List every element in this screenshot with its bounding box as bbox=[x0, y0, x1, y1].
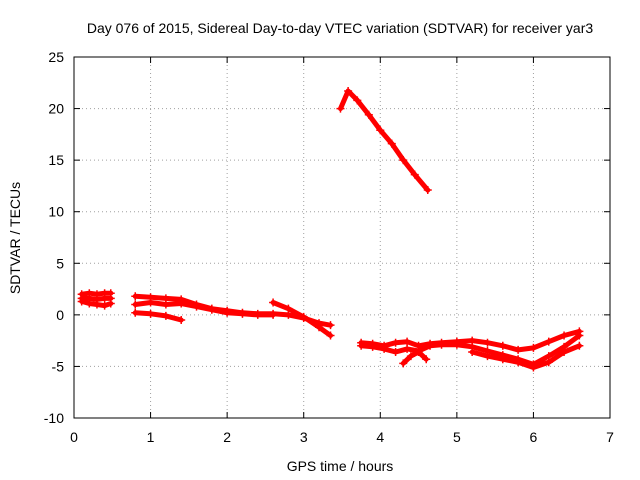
data-point bbox=[326, 321, 335, 330]
x-tick-label: 3 bbox=[300, 429, 308, 445]
y-tick-label: 25 bbox=[48, 49, 64, 65]
data-point bbox=[468, 347, 477, 356]
data-point bbox=[177, 316, 186, 325]
data-point bbox=[100, 301, 109, 310]
data-point bbox=[77, 294, 86, 303]
data-point bbox=[357, 341, 366, 350]
series-line bbox=[132, 310, 184, 323]
data-point bbox=[403, 344, 412, 353]
data-point bbox=[387, 139, 396, 148]
data-point bbox=[368, 342, 377, 351]
data-point bbox=[238, 309, 247, 318]
y-tick-label: -5 bbox=[52, 358, 65, 374]
data-point bbox=[399, 156, 408, 165]
data-point bbox=[207, 305, 216, 314]
data-point bbox=[299, 312, 308, 321]
data-point bbox=[575, 331, 584, 340]
chart-title: Day 076 of 2015, Sidereal Day-to-day VTE… bbox=[87, 20, 593, 36]
series-arc-2d bbox=[269, 298, 335, 340]
data-point bbox=[483, 352, 492, 361]
x-axis-title: GPS time / hours bbox=[287, 458, 394, 474]
y-tick-label: 0 bbox=[56, 307, 64, 323]
y-tick-label: 10 bbox=[48, 204, 64, 220]
x-tick-label: 7 bbox=[606, 429, 614, 445]
data-point bbox=[544, 358, 553, 367]
y-axis-title: SDTVAR / TECUs bbox=[7, 182, 23, 294]
data-point bbox=[391, 347, 400, 356]
data-point bbox=[131, 292, 140, 301]
x-tick-label: 5 bbox=[453, 429, 461, 445]
data-point bbox=[146, 298, 155, 307]
data-point bbox=[253, 310, 262, 319]
data-point bbox=[92, 295, 101, 304]
data-point bbox=[106, 294, 115, 303]
data-point bbox=[161, 311, 170, 320]
data-point bbox=[161, 300, 170, 309]
data-point bbox=[380, 344, 389, 353]
data-point bbox=[560, 331, 569, 340]
data-point bbox=[223, 308, 232, 317]
x-tick-label: 1 bbox=[147, 429, 155, 445]
series-arc-1c bbox=[77, 294, 115, 304]
data-point bbox=[575, 341, 584, 350]
data-point bbox=[399, 359, 408, 368]
data-point bbox=[483, 338, 492, 347]
data-point bbox=[344, 87, 353, 96]
plot-frame bbox=[73, 56, 611, 419]
data-point bbox=[423, 186, 432, 195]
data-point bbox=[560, 347, 569, 356]
y-tick-label: 20 bbox=[48, 101, 64, 117]
series-arc-3 bbox=[336, 87, 432, 195]
y-tick-label: 5 bbox=[56, 255, 64, 271]
data-point bbox=[544, 337, 553, 346]
data-point bbox=[529, 363, 538, 372]
data-point bbox=[498, 341, 507, 350]
x-tick-label: 4 bbox=[376, 429, 384, 445]
data-point bbox=[376, 126, 385, 135]
x-tick-label: 0 bbox=[70, 429, 78, 445]
x-tick-label: 6 bbox=[530, 429, 538, 445]
data-point bbox=[514, 358, 523, 367]
data-point bbox=[414, 347, 423, 356]
y-tick-label: 15 bbox=[48, 152, 64, 168]
data-point bbox=[498, 355, 507, 364]
x-tick-label: 2 bbox=[223, 429, 231, 445]
series-arc-2c bbox=[131, 308, 186, 325]
data-point bbox=[85, 294, 94, 303]
series-arc-4d bbox=[468, 341, 584, 372]
data-point bbox=[284, 304, 293, 313]
data-point bbox=[326, 331, 335, 340]
data-point bbox=[529, 343, 538, 352]
series-arc-4c bbox=[399, 347, 431, 368]
series-arc-2b bbox=[131, 298, 278, 319]
data-point bbox=[353, 96, 362, 105]
data-point bbox=[336, 104, 345, 113]
data-point bbox=[146, 309, 155, 318]
data-point bbox=[406, 352, 415, 361]
data-point bbox=[514, 345, 523, 354]
data-point bbox=[403, 337, 412, 346]
y-tick-label: -10 bbox=[44, 410, 64, 426]
data-point bbox=[192, 302, 201, 311]
data-point bbox=[452, 340, 461, 349]
data-point bbox=[315, 323, 324, 332]
data-point bbox=[410, 170, 419, 179]
series-line bbox=[132, 300, 276, 318]
data-point bbox=[391, 338, 400, 347]
data-point bbox=[269, 310, 278, 319]
data-point bbox=[437, 340, 446, 349]
data-point bbox=[131, 308, 140, 317]
data-point bbox=[269, 298, 278, 307]
axis-ticks: 0 1 2 3 4 5 6 7 -10 -5 0 5 10 15 20 25 bbox=[44, 49, 614, 445]
data-point bbox=[422, 355, 431, 364]
series-line bbox=[400, 349, 429, 366]
data-point bbox=[177, 299, 186, 308]
data-point bbox=[131, 300, 140, 309]
data-series bbox=[77, 87, 584, 372]
data-point bbox=[364, 110, 373, 119]
data-point bbox=[426, 341, 435, 350]
